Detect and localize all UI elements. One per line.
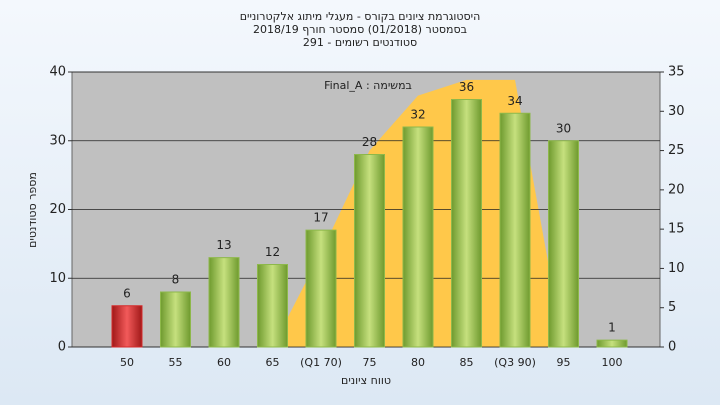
x-tick-label: (Q1 70) — [300, 356, 342, 369]
bar — [548, 140, 579, 348]
bar — [160, 291, 191, 348]
data-label: 8 — [172, 273, 180, 287]
y-tick-label: 40 — [49, 65, 66, 80]
bar — [111, 305, 143, 348]
x-tick-label: (Q3 90) — [494, 356, 536, 369]
y-tick-label: 10 — [49, 271, 66, 286]
bar — [499, 112, 531, 348]
data-label: 6 — [123, 286, 131, 300]
y2-tick-label: 10 — [668, 261, 685, 276]
y-tick-label: 0 — [58, 340, 66, 355]
x-tick-label: 95 — [557, 356, 571, 369]
y2-tick-label: 35 — [668, 65, 685, 80]
data-label: 32 — [410, 108, 425, 122]
data-label: 12 — [265, 245, 280, 259]
data-label: 30 — [556, 121, 571, 135]
data-label: 28 — [362, 135, 377, 149]
y2-tick-label: 15 — [668, 222, 685, 237]
bar — [257, 264, 288, 348]
y2-tick-label: 20 — [668, 182, 685, 197]
y2-tick-label: 5 — [668, 300, 676, 315]
bar — [451, 99, 482, 348]
x-tick-label: 50 — [120, 356, 134, 369]
data-label: 13 — [216, 238, 231, 252]
y2-tick-label: 0 — [668, 340, 676, 355]
x-tick-label: 65 — [266, 356, 280, 369]
y-tick-label: 30 — [49, 133, 66, 148]
y2-tick-label: 25 — [668, 143, 685, 158]
x-tick-label: 60 — [217, 356, 231, 369]
y-tick-label: 20 — [49, 202, 66, 217]
data-label: 17 — [313, 211, 328, 225]
bar — [354, 154, 385, 348]
x-tick-label: 75 — [363, 356, 377, 369]
x-axis-label: טווח ציונים — [341, 374, 391, 387]
chart-subtitle: סטודנטים רשומים - 291 — [303, 36, 417, 49]
bar — [305, 229, 337, 348]
y2-tick-label: 30 — [668, 104, 685, 119]
x-tick-label: 55 — [169, 356, 183, 369]
x-tick-label: 80 — [411, 356, 425, 369]
bar — [596, 339, 628, 348]
chart-title: היסטוגרמת ציונים בקורס - מעגלי מיתוג אלק… — [240, 10, 481, 23]
bar — [208, 257, 240, 348]
y-axis-label: מספר סטודנטים — [26, 172, 39, 248]
annotation: Final_A : במשימה — [324, 79, 412, 92]
chart-subtitle: בסמסטר (01/2018) סמסטר חורף 2018/19 — [253, 23, 467, 36]
data-label: 1 — [608, 321, 616, 335]
data-label: 36 — [459, 80, 474, 94]
bar — [402, 126, 434, 348]
data-label: 34 — [507, 94, 522, 108]
x-tick-label: 85 — [460, 356, 474, 369]
x-tick-label: 100 — [602, 356, 623, 369]
